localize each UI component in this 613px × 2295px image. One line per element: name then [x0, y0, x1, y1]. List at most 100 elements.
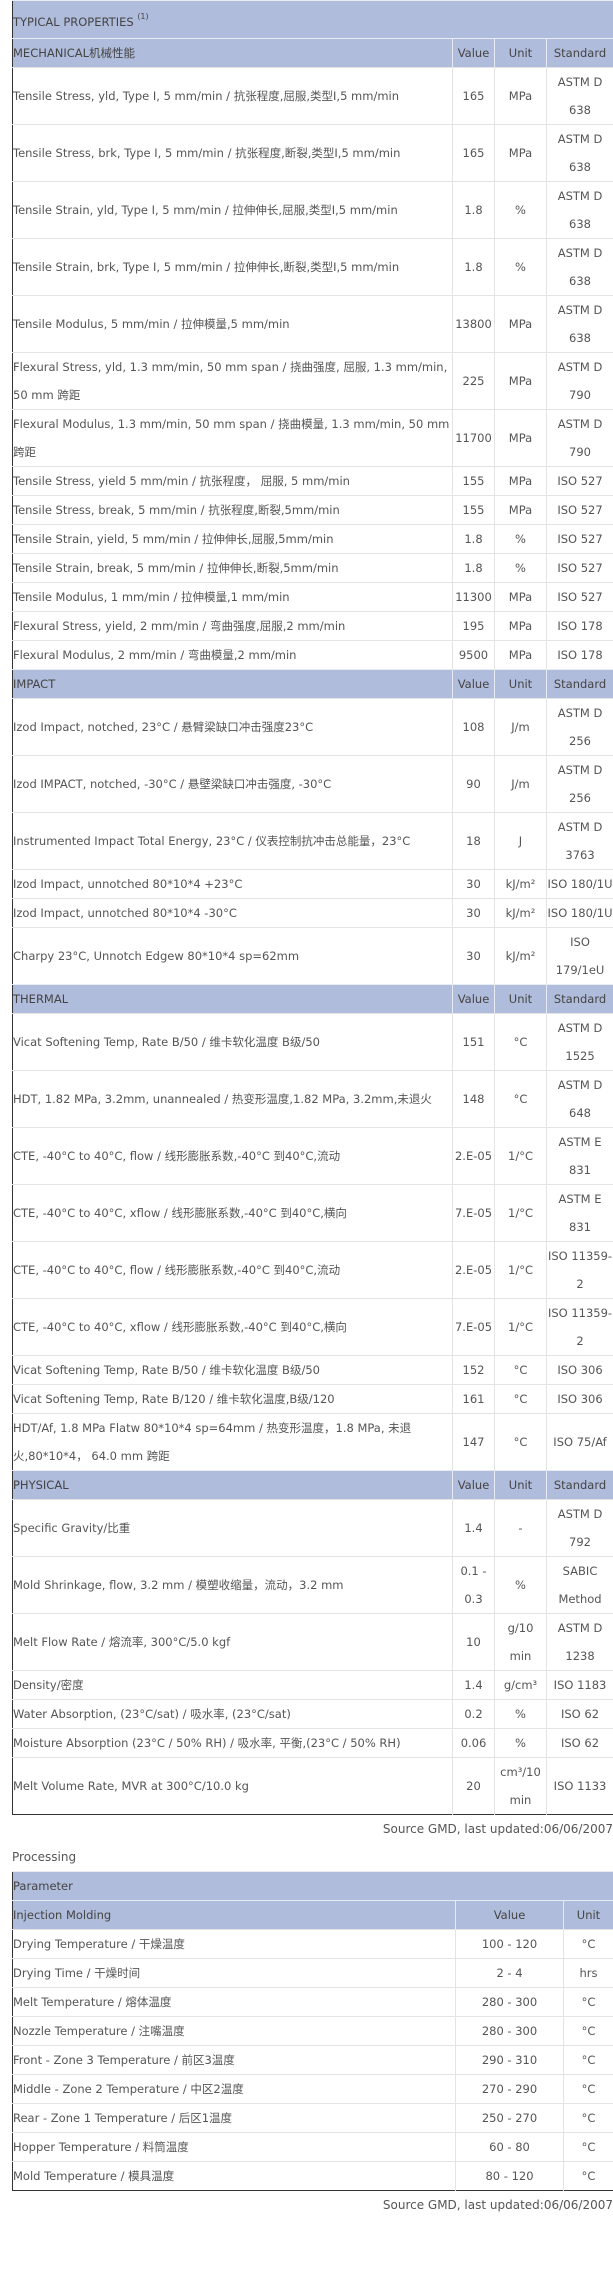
property-unit: MPa	[494, 352, 547, 410]
parameter-value: 100 - 120	[455, 1929, 564, 1959]
property-name: Melt Volume Rate, MVR at 300°C/10.0 kg	[12, 1757, 453, 1815]
source-note: Source GMD, last updated:06/06/2007	[382, 1822, 613, 1836]
property-name: Specific Gravity/比重	[12, 1499, 453, 1557]
table-row: Melt Temperature / 熔体温度 280 - 300 °C	[12, 1987, 613, 2017]
standard-column-header: Standard	[545, 1470, 613, 1500]
table-row: Mold Shrinkage, flow, 3.2 mm / 模塑收缩量，流动，…	[12, 1556, 613, 1614]
section-title: PHYSICAL	[12, 1470, 453, 1500]
property-standard: ISO 527	[545, 495, 613, 525]
property-unit: cm³/10 min	[494, 1757, 547, 1815]
property-standard: ISO 306	[545, 1355, 613, 1385]
property-unit: 1/°C	[494, 1184, 547, 1242]
table-row: Drying Temperature / 干燥温度 100 - 120 °C	[12, 1929, 613, 1959]
property-value: 1.8	[452, 238, 495, 296]
parameter-name: Front - Zone 3 Temperature / 前区3温度	[12, 2045, 456, 2075]
table-row: Tensile Strain, break, 5 mm/min / 拉伸伸长,断…	[12, 553, 613, 583]
property-value: 2.E-05	[452, 1241, 495, 1299]
property-name: Tensile Strain, yld, Type I, 5 mm/min / …	[12, 181, 453, 239]
property-value: 151	[452, 1013, 495, 1071]
property-unit: MPa	[494, 124, 547, 182]
parameter-label: Parameter	[12, 1871, 613, 1901]
parameter-value: 2 - 4	[455, 1958, 564, 1988]
property-value: 1.8	[452, 181, 495, 239]
property-value: 108	[452, 698, 495, 756]
property-value: 0.06	[452, 1728, 495, 1758]
table-row: Nozzle Temperature / 注嘴温度 280 - 300 °C	[12, 2016, 613, 2046]
property-unit: °C	[494, 1384, 547, 1414]
section-title: MECHANICAL机械性能	[12, 38, 453, 68]
parameter-unit: °C	[563, 2103, 613, 2133]
typical-properties-title: TYPICAL PROPERTIES	[13, 14, 134, 29]
property-name: Tensile Strain, break, 5 mm/min / 拉伸伸长,断…	[12, 553, 453, 583]
property-standard: ASTM D 792	[545, 1499, 613, 1557]
property-value: 30	[452, 869, 495, 899]
parameter-unit: °C	[563, 2161, 613, 2191]
property-unit: 1/°C	[494, 1298, 547, 1356]
property-value: 2.E-05	[452, 1127, 495, 1185]
property-name: Flexural Modulus, 2 mm/min / 弯曲模量,2 mm/m…	[12, 640, 453, 670]
property-standard: ASTM D 648	[545, 1070, 613, 1128]
table-row: Instrumented Impact Total Energy, 23°C /…	[12, 812, 613, 870]
table-row: HDT, 1.82 MPa, 3.2mm, unannealed / 热变形温度…	[12, 1070, 613, 1128]
processing-source-note: Source GMD, last updated:06/06/2007	[382, 2198, 613, 2212]
property-value: 155	[452, 495, 495, 525]
table-row: Mold Temperature / 模具温度 80 - 120 °C	[12, 2161, 613, 2191]
table-row: Izod Impact, unnotched 80*10*4 +23°C 30 kJ…	[12, 869, 613, 899]
property-name: CTE, -40°C to 40°C, xflow / 线形膨胀系数,-40°C…	[12, 1184, 453, 1242]
parameter-value: 270 - 290	[455, 2074, 564, 2104]
property-value: 18	[452, 812, 495, 870]
property-unit: J/m	[494, 698, 547, 756]
parameter-value: 60 - 80	[455, 2132, 564, 2162]
property-name: CTE, -40°C to 40°C, flow / 线形膨胀系数,-40°C …	[12, 1127, 453, 1185]
table-row: CTE, -40°C to 40°C, flow / 线形膨胀系数,-40°C …	[12, 1241, 613, 1299]
property-unit: %	[494, 238, 547, 296]
property-name: Tensile Strain, yield, 5 mm/min / 拉伸伸长,屈…	[12, 524, 453, 554]
property-value: 152	[452, 1355, 495, 1385]
property-name: CTE, -40°C to 40°C, flow / 线形膨胀系数,-40°C …	[12, 1241, 453, 1299]
property-standard: ASTM D 638	[545, 124, 613, 182]
property-unit: %	[494, 524, 547, 554]
property-value: 1.4	[452, 1670, 495, 1700]
property-name: Izod Impact, notched, 23°C / 悬臂梁缺口冲击强度23…	[12, 698, 453, 756]
value-column-header: Value	[452, 984, 495, 1014]
property-value: 7.E-05	[452, 1298, 495, 1356]
property-unit: kJ/m²	[494, 898, 547, 928]
property-value: 10	[452, 1613, 495, 1671]
parameter-value: 280 - 300	[455, 1987, 564, 2017]
property-standard: ASTM D 790	[545, 409, 613, 467]
property-name: Vicat Softening Temp, Rate B/120 / 维卡软化温…	[12, 1384, 453, 1414]
property-unit: MPa	[494, 466, 547, 496]
parameter-name: Drying Temperature / 干燥温度	[12, 1929, 456, 1959]
table-row: Flexural Stress, yield, 2 mm/min / 弯曲强度,…	[12, 611, 613, 641]
property-name: Instrumented Impact Total Energy, 23°C /…	[12, 812, 453, 870]
property-name: Moisture Absorption (23°C / 50% RH) / 吸水…	[12, 1728, 453, 1758]
injection-molding-label: Injection Molding	[12, 1900, 456, 1930]
section-header: THERMAL Value Unit Standard	[12, 984, 613, 1014]
property-unit: °C	[494, 1355, 547, 1385]
property-standard: ISO 178	[545, 640, 613, 670]
parameter-unit: °C	[563, 2074, 613, 2104]
property-standard: ISO 180/1U	[545, 869, 613, 899]
property-value: 0.1 - 0.3	[452, 1556, 495, 1614]
property-value: 30	[452, 898, 495, 928]
property-value: 7.E-05	[452, 1184, 495, 1242]
property-standard: ASTM E 831	[545, 1127, 613, 1185]
property-standard: SABIC Method	[545, 1556, 613, 1614]
property-unit: MPa	[494, 611, 547, 641]
property-unit: MPa	[494, 409, 547, 467]
property-standard: ASTM D 790	[545, 352, 613, 410]
table-row: Drying Time / 干燥时间 2 - 4 hrs	[12, 1958, 613, 1988]
property-name: HDT, 1.82 MPa, 3.2mm, unannealed / 热变形温度…	[12, 1070, 453, 1128]
table-row: Izod Impact, unnotched 80*10*4 -30°C 30 kJ…	[12, 898, 613, 928]
property-unit: -	[494, 1499, 547, 1557]
table-row: Vicat Softening Temp, Rate B/50 / 维卡软化温度…	[12, 1013, 613, 1071]
property-standard: ASTM D 638	[545, 295, 613, 353]
property-unit: J	[494, 812, 547, 870]
property-name: Izod IMPACT, notched, -30°C / 悬壁梁缺口冲击强度,…	[12, 755, 453, 813]
property-value: 147	[452, 1413, 495, 1471]
property-value: 1.8	[452, 553, 495, 583]
table-row: CTE, -40°C to 40°C, xflow / 线形膨胀系数,-40°C…	[12, 1298, 613, 1356]
parameter-unit: °C	[563, 2016, 613, 2046]
property-value: 155	[452, 466, 495, 496]
property-standard: ISO 527	[545, 466, 613, 496]
